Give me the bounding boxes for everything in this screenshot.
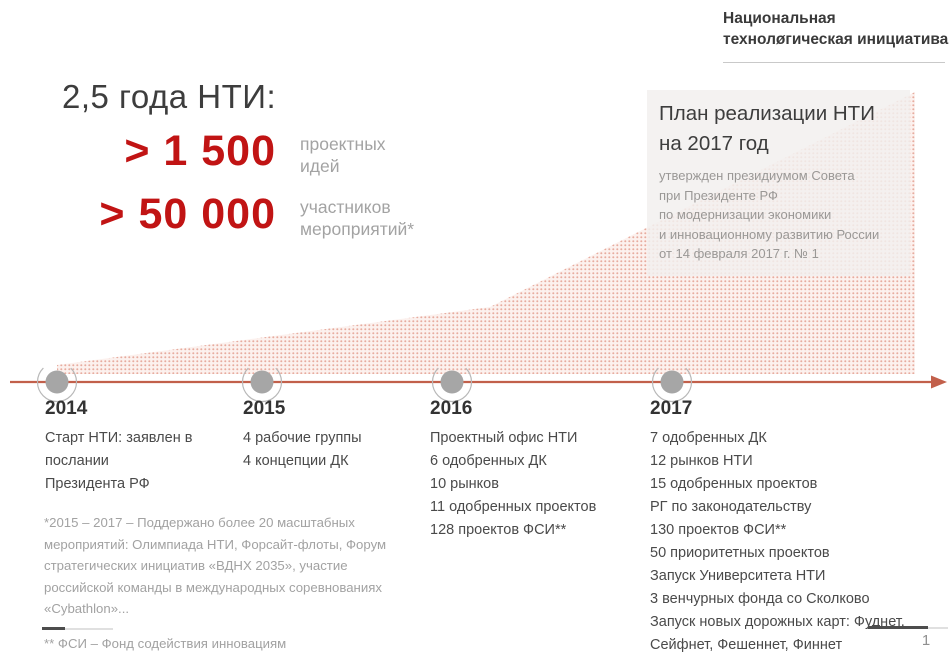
footnote-fsi: ** ФСИ – Фонд содействия инновациям <box>44 635 287 651</box>
timeline-item: Старт НТИ: заявлен в послании Президента… <box>45 430 193 492</box>
timeline-arc-2017 <box>651 361 693 403</box>
year-label: 2014 <box>45 398 88 419</box>
timeline-item: РГ по законодательству <box>650 499 812 515</box>
timeline-column-2014: 2014 Старт НТИ: заявлен в послании Прези… <box>45 398 225 496</box>
timeline-item: 7 одобренных ДК <box>650 430 767 446</box>
timeline-dot-2016 <box>440 370 464 394</box>
stat-project-ideas: > 1 500 проектных идей <box>58 128 414 177</box>
slide-title: 2,5 года НТИ: <box>62 78 277 115</box>
year-items: Проектный офис НТИ 6 одобренных ДК 10 рынк… <box>430 427 640 542</box>
timeline-milestones <box>36 361 693 403</box>
year-items: 4 рабочие группы 4 концепции ДК <box>243 427 418 473</box>
stat-value: > 1 500 <box>124 127 276 175</box>
stat-label: участников мероприятий* <box>300 197 415 239</box>
nti-logo-line1: Национальная <box>723 10 836 27</box>
footer-divider-right <box>868 626 948 629</box>
plan-title: План реализации НТИ на 2017 год <box>659 102 875 155</box>
year-label: 2016 <box>430 398 473 419</box>
nti-logo: Национальная технолøгическая инициатива <box>723 8 949 50</box>
timeline-column-2015: 2015 4 рабочие группы 4 концепции ДК <box>243 398 418 473</box>
timeline-arc-2014 <box>36 361 78 403</box>
divider-light-segment <box>928 626 948 629</box>
stats-block: > 1 500 проектных идей > 50 000 участник… <box>58 128 414 254</box>
year-label: 2017 <box>650 398 693 419</box>
timeline-dots <box>45 370 684 394</box>
timeline-item: 12 рынков НТИ <box>650 453 753 469</box>
timeline-item: 4 рабочие группы <box>243 430 362 446</box>
timeline-item: 6 одобренных ДК <box>430 453 547 469</box>
timeline-item: Запуск новых дорожных карт: Фуднет, Сейф… <box>650 614 905 653</box>
growth-area-shape <box>57 92 915 374</box>
nti-logo-line2: технолøгическая инициатива <box>723 31 949 48</box>
stat-label: проектных идей <box>300 134 386 176</box>
timeline-item: 11 одобренных проектов <box>430 499 597 515</box>
footnote-events: *2015 – 2017 – Поддержано более 20 масшт… <box>44 515 387 616</box>
timeline-item: 10 рынков <box>430 476 499 492</box>
timeline-item: Запуск Университета НТИ <box>650 568 826 584</box>
timeline-arrowhead-icon <box>931 375 947 389</box>
timeline-item: Проектный офис НТИ <box>430 430 578 446</box>
plan-2017-box: План реализации НТИ на 2017 год утвержде… <box>647 90 910 276</box>
stat-value: > 50 000 <box>99 190 276 238</box>
timeline-column-2017: 2017 7 одобренных ДК 12 рынков НТИ 15 одоб… <box>650 398 950 657</box>
timeline-item: 50 приоритетных проектов <box>650 545 830 561</box>
timeline-item: 4 концепции ДК <box>243 453 349 469</box>
divider-dark-segment <box>868 626 928 629</box>
year-items: Старт НТИ: заявлен в послании Президента… <box>45 427 225 496</box>
logo-divider <box>723 62 945 63</box>
timeline-dot-2017 <box>660 370 684 394</box>
page-number: 1 <box>921 632 931 649</box>
divider-light-segment <box>65 627 113 630</box>
timeline-item: 130 проектов ФСИ** <box>650 522 787 538</box>
year-items: 7 одобренных ДК 12 рынков НТИ 15 одобренны… <box>650 427 950 657</box>
divider-dark-segment <box>42 627 65 630</box>
footer-divider-left <box>42 627 113 630</box>
plan-subtitle: утвержден президиумом Совета при Президе… <box>659 168 880 261</box>
timeline-column-2016: 2016 Проектный офис НТИ 6 одобренных ДК 10… <box>430 398 640 542</box>
timeline-dot-2014 <box>45 370 69 394</box>
timeline-item: 15 одобренных проектов <box>650 476 818 492</box>
timeline-arc-2015 <box>241 361 283 403</box>
footnotes-block: *2015 – 2017 – Поддержано более 20 масшт… <box>44 512 402 654</box>
timeline-item: 128 проектов ФСИ** <box>430 522 567 538</box>
stat-participants: > 50 000 участников мероприятий* <box>58 191 414 240</box>
timeline-arc-2016 <box>431 361 473 403</box>
timeline-dot-2015 <box>250 370 274 394</box>
timeline-item: 3 венчурных фонда со Сколково <box>650 591 870 607</box>
year-label: 2015 <box>243 398 286 419</box>
